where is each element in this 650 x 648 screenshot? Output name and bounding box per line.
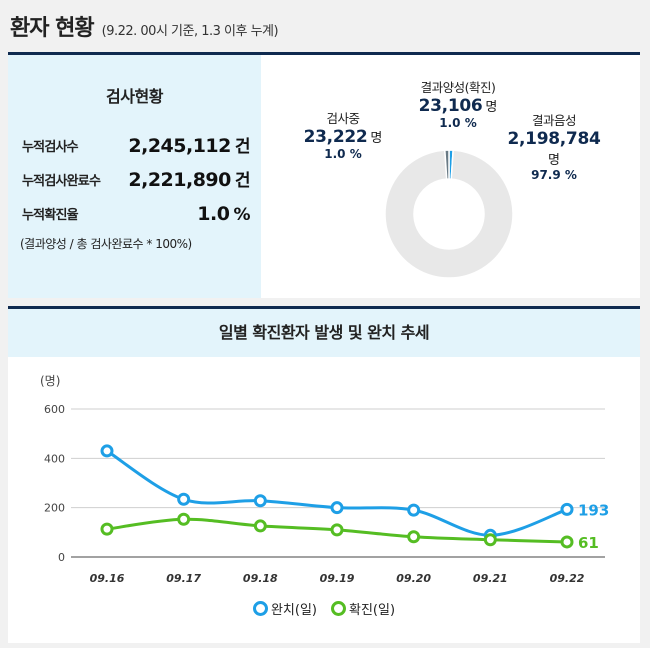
legend-marker-confirmed bbox=[331, 601, 346, 616]
x-tick-label: 09.20 bbox=[396, 572, 431, 585]
legend-marker-recovered bbox=[252, 601, 268, 616]
test-status-panel: 검사현황 누적검사수 2,245,112 건 누적검사완료수 2,221,890 건… bbox=[8, 55, 261, 298]
x-tick-label: 09.21 bbox=[473, 572, 508, 585]
stat-row-positive-rate: 누적확진율 1.0% bbox=[22, 201, 250, 225]
end-value-label: 61 bbox=[578, 534, 599, 552]
data-point bbox=[330, 501, 344, 515]
donut-slice-negative bbox=[384, 149, 514, 279]
x-tick-label: 09.22 bbox=[550, 572, 585, 585]
positive-rate-note: (결과양성 / 총 검사완료수 * 100%) bbox=[20, 237, 192, 251]
data-point bbox=[177, 492, 191, 506]
data-point bbox=[407, 530, 421, 544]
donut-label-testing: 검사중 23,222 명 1.0 % bbox=[303, 111, 383, 161]
stat-label: 누적확진율 bbox=[22, 208, 79, 223]
y-tick-label: 0 bbox=[58, 551, 65, 564]
x-tick-label: 09.16 bbox=[90, 572, 125, 585]
stat-row-total-tests: 누적검사수 2,245,112 건 bbox=[22, 133, 251, 157]
stat-label: 누적검사수 bbox=[22, 140, 79, 155]
data-point bbox=[253, 519, 267, 533]
status-card: 검사현황 누적검사수 2,245,112 건 누적검사완료수 2,221,890 건… bbox=[8, 52, 640, 298]
y-axis-label: (명) bbox=[40, 374, 60, 388]
stat-value: 2,221,890 건 bbox=[128, 169, 250, 191]
y-tick-label: 400 bbox=[44, 452, 65, 465]
legend-item-recovered[interactable]: 완치(일) bbox=[252, 599, 317, 618]
end-value-label: 193 bbox=[578, 501, 609, 519]
data-point bbox=[560, 535, 574, 549]
donut-slice-testing bbox=[444, 149, 450, 180]
legend-label: 확진(일) bbox=[349, 603, 396, 618]
page-header: 환자 현황 (9.22. 00시 기준, 1.3 이후 누계) bbox=[10, 10, 279, 44]
trend-line-chart: (명) 0 200 400 600 09.16 09.17 09.18 09.19 09.20 09… bbox=[40, 374, 609, 585]
x-tick-label: 09.17 bbox=[166, 572, 201, 585]
trend-card: 일별 확진환자 발생 및 완치 추세 (명) 0 200 400 600 09.16 09.… bbox=[8, 306, 640, 643]
y-tick-label: 200 bbox=[44, 502, 65, 515]
data-point bbox=[100, 522, 114, 536]
x-tick-label: 09.18 bbox=[243, 572, 278, 585]
stat-value: 1.0% bbox=[197, 203, 250, 225]
data-point bbox=[253, 494, 267, 508]
test-result-donut bbox=[384, 149, 514, 279]
donut-label-positive: 결과양성(확진) 23,106 명 1.0 % bbox=[418, 80, 498, 130]
trend-title: 일별 확진환자 발생 및 완치 추세 bbox=[8, 309, 640, 357]
data-point bbox=[483, 533, 497, 547]
stat-row-completed-tests: 누적검사완료수 2,221,890 건 bbox=[22, 167, 251, 191]
data-point bbox=[330, 523, 344, 537]
page-title: 환자 현황 bbox=[10, 16, 95, 41]
legend-item-confirmed[interactable]: 확진(일) bbox=[331, 599, 395, 618]
x-tick-label: 09.19 bbox=[320, 572, 355, 585]
test-status-title: 검사현황 bbox=[106, 87, 163, 106]
y-tick-label: 600 bbox=[44, 403, 65, 416]
legend-label: 완치(일) bbox=[270, 603, 317, 618]
chart-legend: 완치(일) 확진(일) bbox=[8, 599, 640, 618]
series-line-0 bbox=[106, 449, 568, 537]
data-point bbox=[177, 512, 191, 526]
stat-value: 2,245,112 건 bbox=[128, 135, 250, 157]
data-point bbox=[100, 444, 114, 458]
donut-label-negative: 결과음성 2,198,784 명 97.9 % bbox=[507, 113, 601, 182]
data-point bbox=[560, 502, 574, 516]
stat-label: 누적검사완료수 bbox=[22, 174, 101, 189]
page-subtitle: (9.22. 00시 기준, 1.3 이후 누계) bbox=[101, 24, 279, 39]
data-point bbox=[407, 503, 421, 517]
